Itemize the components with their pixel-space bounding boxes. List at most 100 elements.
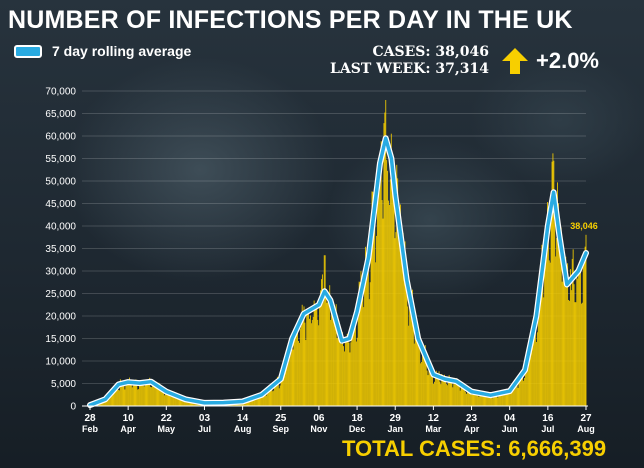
daily-bar: [134, 382, 136, 406]
daily-bar: [141, 381, 143, 406]
daily-bar: [400, 253, 402, 406]
daily-bar: [259, 397, 261, 406]
daily-bar: [287, 343, 289, 406]
daily-bar: [344, 351, 345, 406]
daily-bar: [366, 265, 368, 406]
daily-bar: [105, 400, 107, 406]
daily-bar: [156, 388, 158, 406]
y-tick-label: 35,000: [45, 244, 76, 255]
legend-swatch: [14, 44, 42, 58]
daily-bar: [113, 386, 115, 406]
daily-bar: [303, 306, 305, 406]
daily-bar: [182, 399, 184, 406]
daily-bar: [547, 202, 548, 406]
daily-bar: [276, 384, 277, 406]
daily-bar: [325, 289, 327, 406]
annotations: 38,046: [570, 221, 598, 231]
daily-bar: [152, 383, 154, 406]
x-tick-month: Aug: [234, 424, 252, 434]
daily-bar: [435, 370, 437, 406]
daily-bar: [379, 167, 381, 406]
daily-bar: [381, 200, 383, 406]
daily-bar: [436, 374, 438, 406]
daily-bar: [546, 237, 547, 406]
daily-bar: [481, 392, 483, 406]
daily-bar: [382, 218, 384, 406]
daily-bar: [426, 370, 428, 406]
daily-bar: [164, 390, 166, 406]
daily-bar: [157, 388, 159, 406]
daily-bar: [334, 321, 336, 406]
daily-bar: [394, 238, 396, 406]
daily-bar: [420, 363, 422, 406]
daily-bar: [502, 392, 504, 406]
daily-bar: [165, 391, 167, 406]
x-tick-month: Jun: [502, 424, 518, 434]
daily-bar: [310, 315, 311, 406]
daily-bar: [535, 328, 536, 406]
daily-bar: [524, 370, 526, 406]
daily-bar: [277, 379, 279, 406]
daily-bar: [320, 290, 321, 406]
daily-bar: [304, 322, 306, 406]
daily-bar: [545, 225, 546, 406]
daily-bar: [326, 302, 328, 406]
daily-bar: [319, 305, 321, 406]
daily-bar: [163, 395, 165, 406]
daily-bar: [300, 325, 302, 406]
daily-bar: [423, 347, 424, 406]
daily-bar: [296, 330, 298, 406]
daily-bar: [310, 323, 312, 406]
daily-bar: [461, 385, 463, 406]
daily-bar: [155, 385, 157, 406]
daily-bar: [348, 342, 350, 406]
daily-bar: [179, 396, 181, 406]
daily-bar: [120, 382, 122, 406]
daily-bar: [175, 398, 177, 406]
daily-bar: [338, 320, 340, 406]
x-tick-day: 14: [237, 413, 249, 424]
daily-bar: [470, 389, 472, 406]
daily-bar: [293, 339, 295, 406]
y-tick-label: 5,000: [51, 379, 76, 390]
daily-bar: [291, 346, 293, 406]
daily-bar: [498, 394, 500, 406]
daily-bar: [412, 305, 414, 406]
daily-bar: [400, 204, 401, 406]
daily-bar: [130, 382, 131, 406]
daily-bar: [111, 395, 113, 406]
daily-bar: [284, 365, 286, 406]
daily-bar: [583, 259, 585, 406]
daily-bar: [272, 391, 274, 406]
daily-bar: [184, 399, 186, 406]
daily-bar: [166, 392, 168, 406]
daily-bar: [541, 244, 543, 406]
daily-bar: [299, 342, 300, 406]
daily-bar: [466, 393, 468, 406]
daily-bar: [114, 389, 116, 406]
daily-bar: [425, 360, 427, 406]
daily-bar: [368, 299, 370, 406]
daily-bar: [345, 338, 347, 406]
daily-bar: [528, 343, 530, 406]
daily-bar: [456, 383, 458, 406]
daily-bar: [479, 396, 480, 406]
daily-bar: [448, 375, 450, 406]
daily-bar: [535, 341, 537, 406]
daily-bar: [510, 392, 512, 406]
daily-bar: [363, 307, 365, 406]
up-arrow-icon: [502, 48, 528, 74]
daily-bar: [330, 319, 332, 406]
daily-bar: [251, 397, 253, 406]
daily-bar: [254, 396, 256, 406]
daily-bar: [516, 382, 518, 406]
daily-bar: [491, 398, 493, 406]
daily-bar: [246, 401, 248, 406]
daily-bar: [129, 377, 130, 406]
x-tick-month: Dec: [349, 424, 366, 434]
daily-bar: [515, 382, 517, 406]
rolling-average-series: [88, 136, 588, 407]
daily-bar: [127, 381, 129, 406]
daily-bar: [505, 391, 507, 406]
